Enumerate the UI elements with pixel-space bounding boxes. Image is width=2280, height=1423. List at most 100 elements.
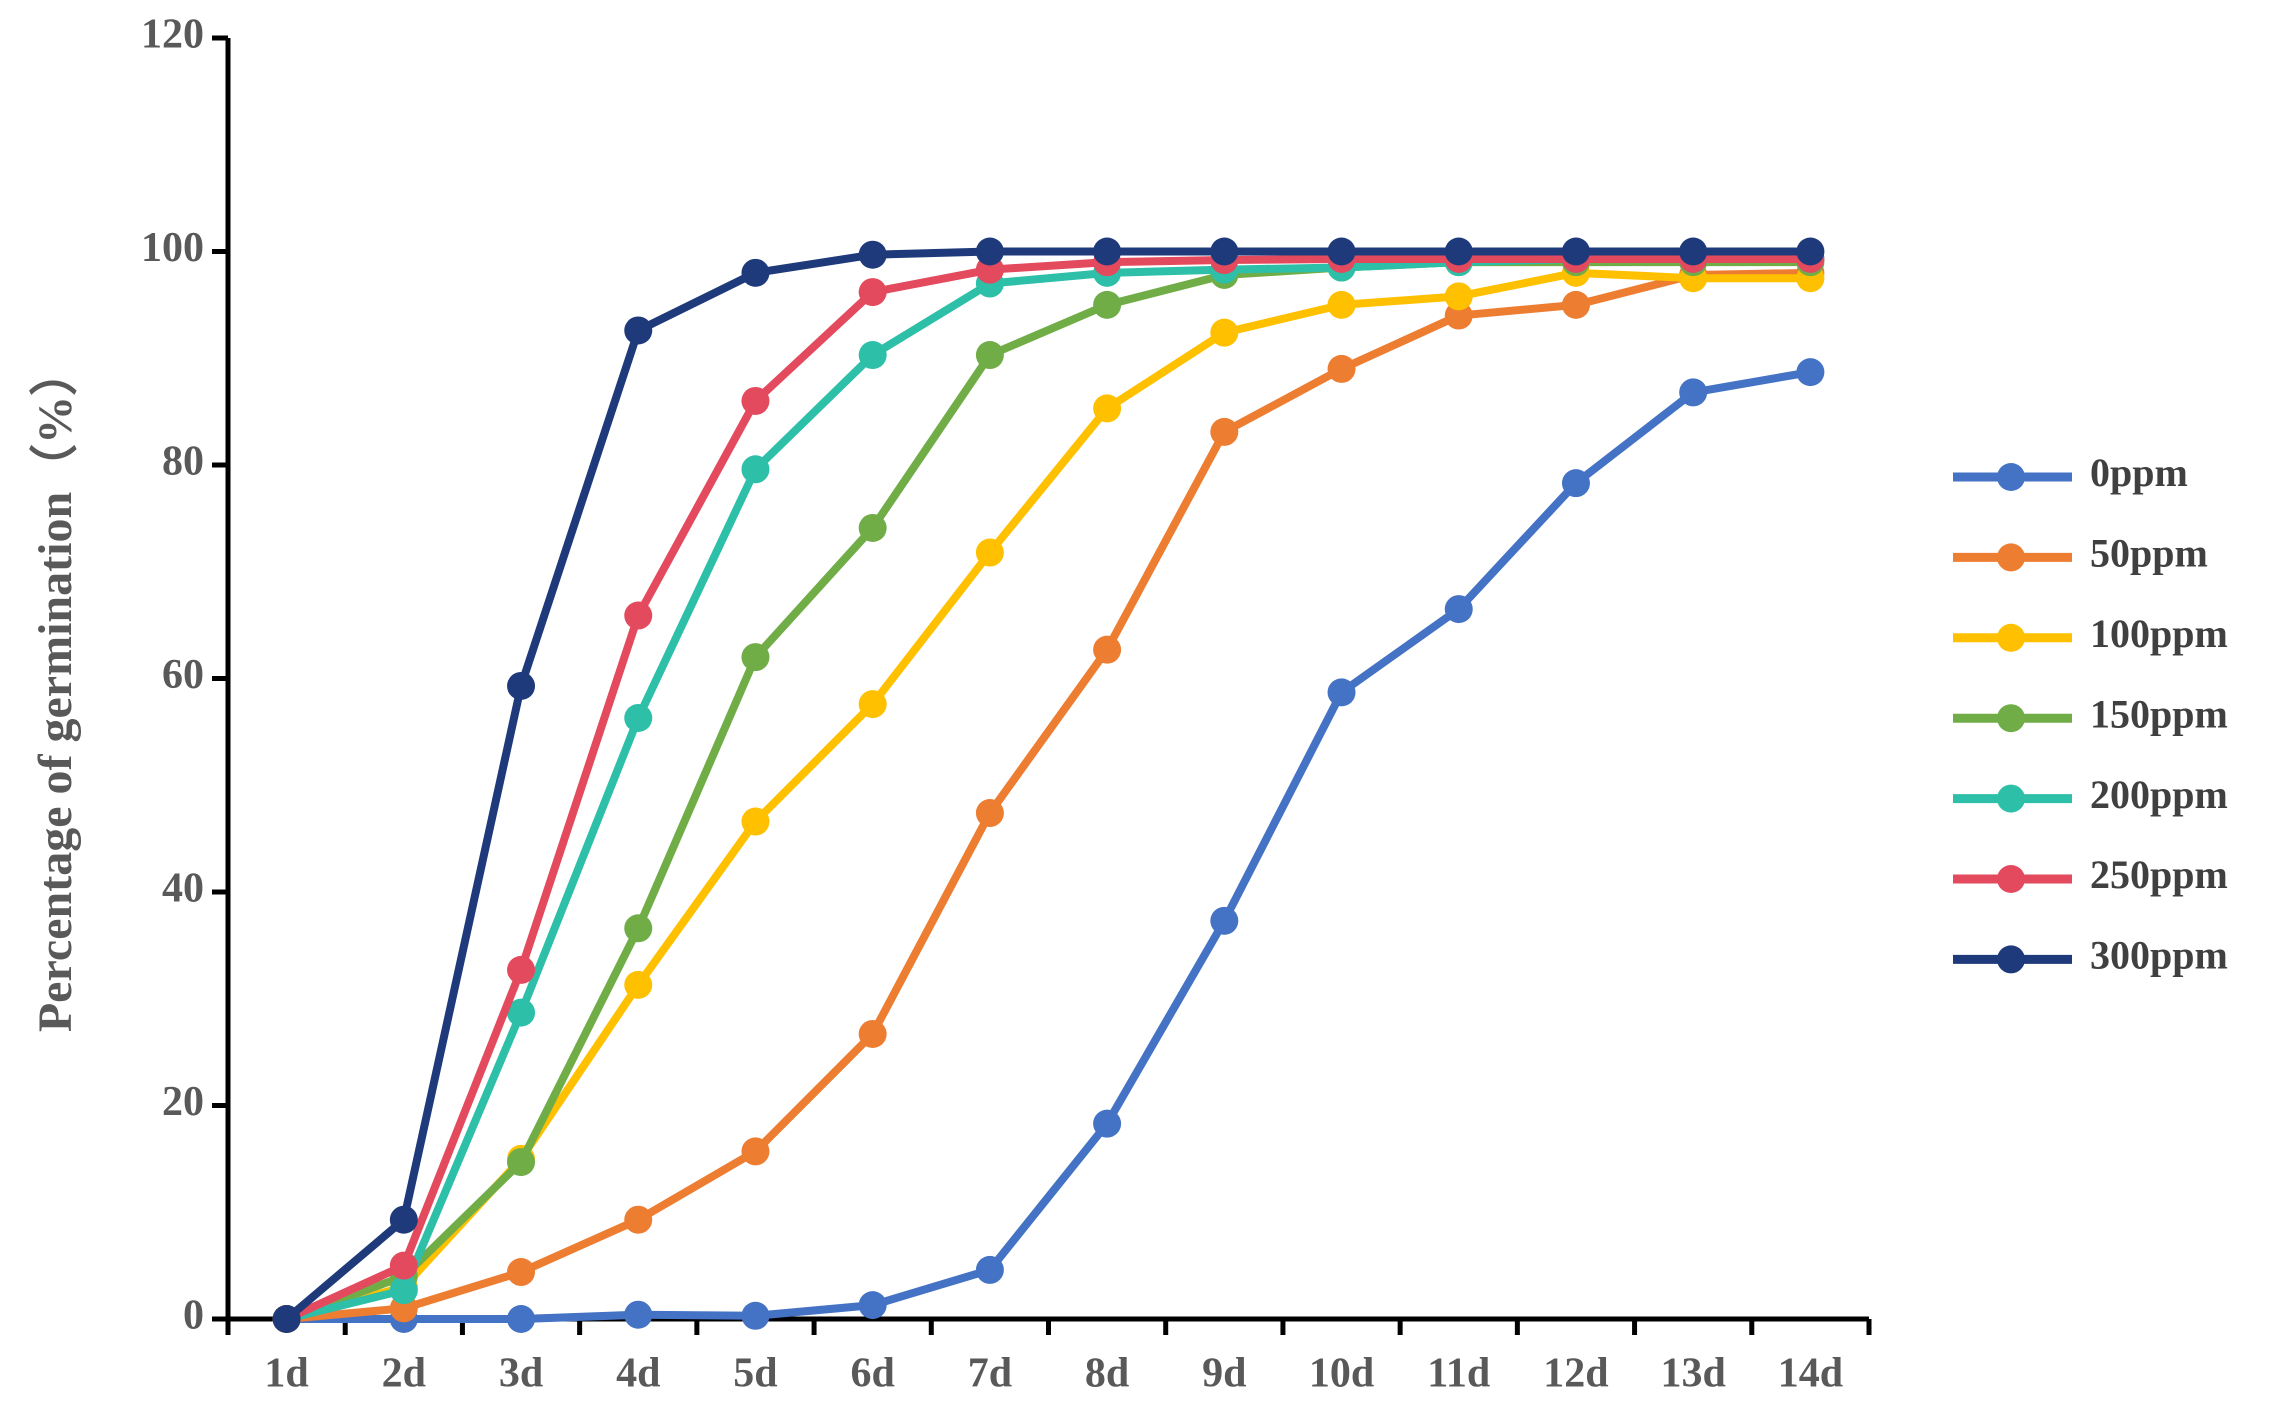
data-point (975, 799, 1004, 828)
data-point (389, 1251, 418, 1280)
x-tick-label: 8d (1085, 1351, 1129, 1397)
data-point (741, 258, 770, 287)
data-point (858, 1291, 887, 1320)
legend-label: 150ppm (2090, 691, 2228, 736)
data-point (858, 690, 887, 719)
data-point (624, 316, 653, 345)
x-tick-label: 3d (499, 1351, 543, 1397)
data-point (1679, 237, 1708, 266)
data-point (1561, 290, 1590, 319)
data-point (975, 1255, 1004, 1284)
data-point (1679, 378, 1708, 407)
legend-marker (1997, 865, 2025, 893)
y-tick-label: 0 (183, 1293, 204, 1339)
y-tick-label: 40 (162, 866, 204, 912)
data-point (741, 386, 770, 415)
data-point (1327, 290, 1356, 319)
legend-marker (1997, 623, 2025, 652)
legend-marker (1997, 784, 2025, 813)
data-point (858, 1019, 887, 1048)
data-point (1444, 282, 1473, 311)
data-point (1210, 237, 1239, 266)
y-tick-label: 100 (141, 225, 204, 271)
legend-label: 50ppm (2090, 531, 2208, 576)
data-point (1210, 417, 1239, 446)
data-point (741, 455, 770, 484)
data-point (1093, 1109, 1122, 1138)
data-point (741, 1301, 770, 1330)
legend-label: 100ppm (2090, 611, 2228, 656)
data-point (624, 601, 653, 630)
x-tick-label: 4d (616, 1351, 660, 1397)
series-line (286, 268, 1811, 1323)
y-tick-label: 60 (162, 652, 204, 698)
y-axis-label: Percentage of germination（%） (29, 348, 82, 1032)
x-tick-label: 14d (1778, 1351, 1843, 1397)
x-tick-label: 7d (968, 1351, 1012, 1397)
legend-marker (1997, 945, 2025, 974)
x-tick-label: 2d (382, 1351, 426, 1397)
data-point (741, 643, 770, 672)
data-point (272, 1305, 301, 1333)
x-tick-label: 12d (1543, 1351, 1608, 1397)
data-point (624, 914, 653, 943)
data-point (507, 955, 536, 984)
legend-label: 300ppm (2090, 933, 2228, 978)
data-point (975, 538, 1004, 567)
series-line (284, 254, 1811, 1323)
data-point (1444, 595, 1473, 624)
data-point (389, 1205, 418, 1234)
data-point (741, 1137, 770, 1166)
data-point (389, 1276, 418, 1305)
data-point (1561, 237, 1590, 266)
data-point (858, 240, 887, 269)
data-point (858, 278, 887, 307)
data-point (624, 970, 653, 999)
data-point (858, 513, 887, 542)
data-point (1210, 906, 1239, 935)
data-point (858, 341, 887, 370)
legend-label: 0ppm (2090, 450, 2188, 495)
legend-marker (1997, 463, 2025, 491)
data-point (1093, 394, 1122, 423)
x-tick-label: 13d (1660, 1351, 1725, 1397)
legend-marker (1997, 543, 2025, 572)
data-point (507, 671, 536, 700)
x-tick-label: 5d (733, 1351, 777, 1397)
data-point (975, 341, 1004, 370)
series-line (286, 368, 1812, 1323)
x-tick-label: 11d (1427, 1351, 1490, 1397)
data-point (1444, 237, 1473, 266)
y-tick-label: 20 (162, 1079, 204, 1125)
data-point (507, 1305, 536, 1333)
data-point (1327, 678, 1356, 707)
data-point (1561, 469, 1590, 498)
data-point (507, 998, 536, 1027)
data-point (624, 1300, 653, 1329)
series-line (284, 247, 1811, 1323)
data-point (1093, 290, 1122, 319)
data-point (1796, 237, 1825, 266)
data-point (1796, 358, 1825, 387)
legend-label: 200ppm (2090, 772, 2228, 817)
y-tick-label: 120 (141, 12, 204, 58)
data-point (1093, 237, 1122, 266)
data-point (1327, 237, 1356, 266)
data-point (624, 703, 653, 732)
data-point (1327, 354, 1356, 383)
x-tick-label: 1d (264, 1351, 308, 1397)
data-point (975, 237, 1004, 266)
y-tick-label: 80 (162, 439, 204, 485)
data-point (507, 1148, 536, 1177)
data-point (741, 807, 770, 836)
legend-label: 250ppm (2090, 852, 2228, 897)
data-point (507, 1258, 536, 1287)
x-tick-label: 10d (1309, 1351, 1374, 1397)
data-point (1444, 301, 1473, 330)
data-point (1210, 318, 1239, 347)
data-point (624, 1205, 653, 1234)
x-tick-label: 9d (1202, 1351, 1246, 1397)
data-point (1093, 635, 1122, 664)
legend-marker (1997, 704, 2025, 733)
